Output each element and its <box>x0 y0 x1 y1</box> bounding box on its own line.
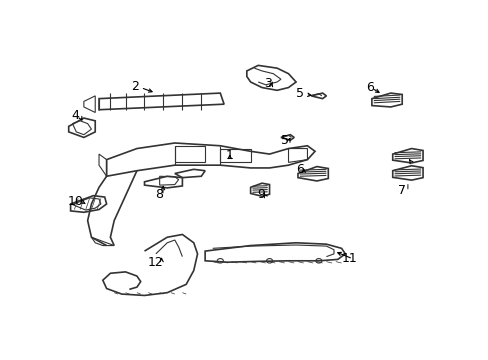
Text: 6: 6 <box>366 81 373 94</box>
Text: 8: 8 <box>155 188 163 201</box>
Text: 1: 1 <box>225 149 233 162</box>
Text: 12: 12 <box>147 256 163 269</box>
Text: 5: 5 <box>295 87 303 100</box>
Text: 4: 4 <box>71 109 80 122</box>
Text: 10: 10 <box>67 195 83 208</box>
Text: 6: 6 <box>295 163 303 176</box>
Text: 2: 2 <box>131 80 139 93</box>
Text: 5: 5 <box>280 134 288 147</box>
Text: 3: 3 <box>263 77 271 90</box>
Text: 11: 11 <box>341 252 356 265</box>
Text: 9: 9 <box>257 188 264 201</box>
Text: 7: 7 <box>397 184 406 197</box>
